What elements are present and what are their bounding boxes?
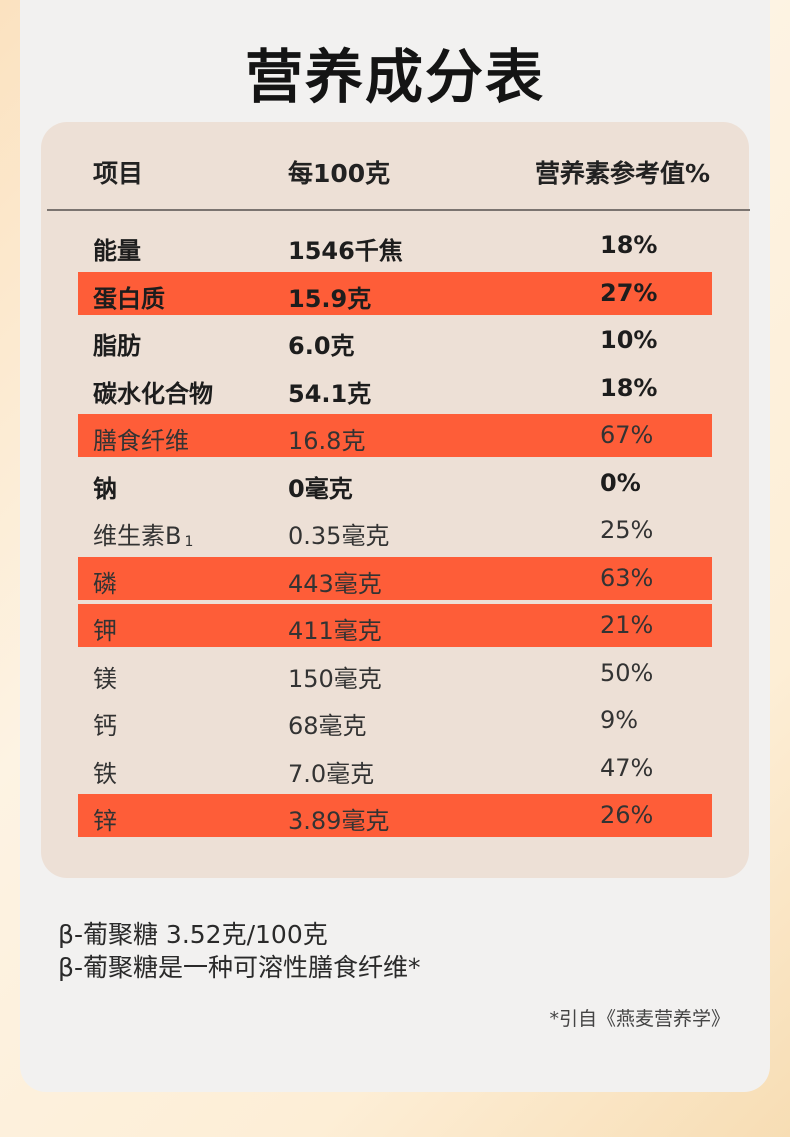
nutrient-nrv: 21% — [600, 611, 654, 639]
nutrient-name: 镁 — [93, 659, 117, 694]
header-per100: 每100克 — [288, 159, 391, 188]
note-beta-glucan-description: β-葡聚糖是一种可溶性膳食纤维* — [58, 953, 421, 982]
table-row: 维生素B 1 0.35毫克 25% — [0, 509, 790, 552]
nutrient-name-text: 钠 — [93, 474, 117, 503]
nutrient-name-subscript: 1 — [184, 534, 194, 550]
nutrient-amount: 16.8克 — [288, 427, 366, 455]
header-nrv: 营养素参考值% — [535, 159, 711, 188]
nutrient-nrv: 27% — [600, 278, 658, 307]
table-row: 钙 68毫克 9% — [0, 699, 790, 742]
nutrient-name-text: 蛋白质 — [93, 284, 165, 313]
nutrient-name: 能量 — [93, 231, 141, 266]
table-row: 磷 443毫克 63% — [0, 556, 790, 600]
nutrient-name-text: 膳食纤维 — [93, 427, 189, 455]
note-beta-glucan-amount: β-葡聚糖 3.52克/100克 — [58, 920, 328, 949]
nutrient-name: 维生素B 1 — [93, 516, 193, 551]
nutrient-amount: 1546千焦 — [288, 237, 403, 265]
nutrient-name-text: 铁 — [93, 759, 117, 788]
table-row: 脂肪 6.0克 10% — [0, 319, 790, 362]
nutrient-nrv: 25% — [600, 516, 654, 544]
nutrient-name: 铁 — [93, 754, 117, 789]
nutrient-nrv: 9% — [600, 706, 639, 734]
nutrient-nrv: 0% — [600, 468, 641, 497]
nutrient-amount: 6.0克 — [288, 332, 355, 360]
nutrient-name-text: 脂肪 — [93, 332, 141, 360]
source-citation: *引自《燕麦营养学》 — [549, 1008, 730, 1030]
table-row: 钠 0毫克 0% — [0, 462, 790, 505]
nutrient-name-text: 钾 — [93, 617, 117, 645]
nutrition-rows: 能量 1546千焦 18% 蛋白质 15.9克 27% 脂肪 6.0克 10% 碳水化合物 54.1… — [0, 224, 790, 842]
nutrient-nrv: 63% — [600, 563, 654, 592]
nutrient-name: 蛋白质 — [93, 279, 165, 314]
nutrient-amount: 68毫克 — [288, 712, 367, 740]
nutrient-name: 钙 — [93, 706, 117, 741]
nutrient-nrv: 26% — [600, 801, 654, 829]
table-row: 钾 411毫克 21% — [0, 604, 790, 647]
nutrient-nrv: 47% — [600, 753, 654, 782]
nutrient-amount: 15.9克 — [288, 284, 372, 313]
table-row: 镁 150毫克 50% — [0, 652, 790, 695]
nutrient-name: 碳水化合物 — [93, 374, 213, 409]
table-row: 蛋白质 15.9克 27% — [0, 271, 790, 315]
nutrient-name-text: 碳水化合物 — [93, 379, 213, 408]
nutrient-name-text: 能量 — [93, 237, 141, 265]
header-item: 项目 — [93, 159, 144, 188]
table-row: 铁 7.0毫克 47% — [0, 747, 790, 790]
nutrient-name: 膳食纤维 — [93, 421, 189, 456]
nutrient-amount: 0毫克 — [288, 474, 353, 503]
nutrition-table-panel — [41, 122, 749, 878]
nutrient-name-text: 维生素B — [93, 522, 182, 550]
nutrient-name-text: 磷 — [93, 569, 117, 598]
page-title: 营养成分表 — [244, 43, 545, 111]
table-row: 碳水化合物 54.1克 18% — [0, 367, 790, 410]
nutrient-nrv: 18% — [600, 373, 658, 402]
nutrient-name-text: 镁 — [93, 664, 117, 693]
table-row: 锌 3.89毫克 26% — [0, 794, 790, 837]
nutrient-name: 磷 — [93, 564, 117, 599]
nutrient-name: 锌 — [93, 801, 117, 836]
nutrient-name-text: 锌 — [93, 807, 117, 835]
nutrient-amount: 54.1克 — [288, 379, 372, 408]
nutrient-amount: 0.35毫克 — [288, 522, 390, 550]
nutrient-nrv: 50% — [600, 658, 654, 687]
header-divider — [47, 209, 750, 211]
nutrient-name: 钾 — [93, 611, 117, 646]
table-header: 项目 每100克 营养素参考值% — [0, 148, 790, 192]
nutrient-nrv: 18% — [600, 231, 658, 259]
nutrient-name: 脂肪 — [93, 326, 141, 361]
nutrient-name: 钠 — [93, 469, 117, 504]
nutrient-amount: 411毫克 — [288, 617, 382, 645]
nutrient-name-text: 钙 — [93, 712, 117, 740]
table-row: 能量 1546千焦 18% — [0, 224, 790, 267]
nutrient-nrv: 67% — [600, 421, 654, 449]
nutrient-nrv: 10% — [600, 326, 658, 354]
nutrient-amount: 443毫克 — [288, 569, 382, 598]
nutrient-amount: 7.0毫克 — [288, 759, 375, 788]
table-row: 膳食纤维 16.8克 67% — [0, 414, 790, 457]
nutrient-amount: 3.89毫克 — [288, 807, 390, 835]
nutrient-amount: 150毫克 — [288, 664, 382, 693]
